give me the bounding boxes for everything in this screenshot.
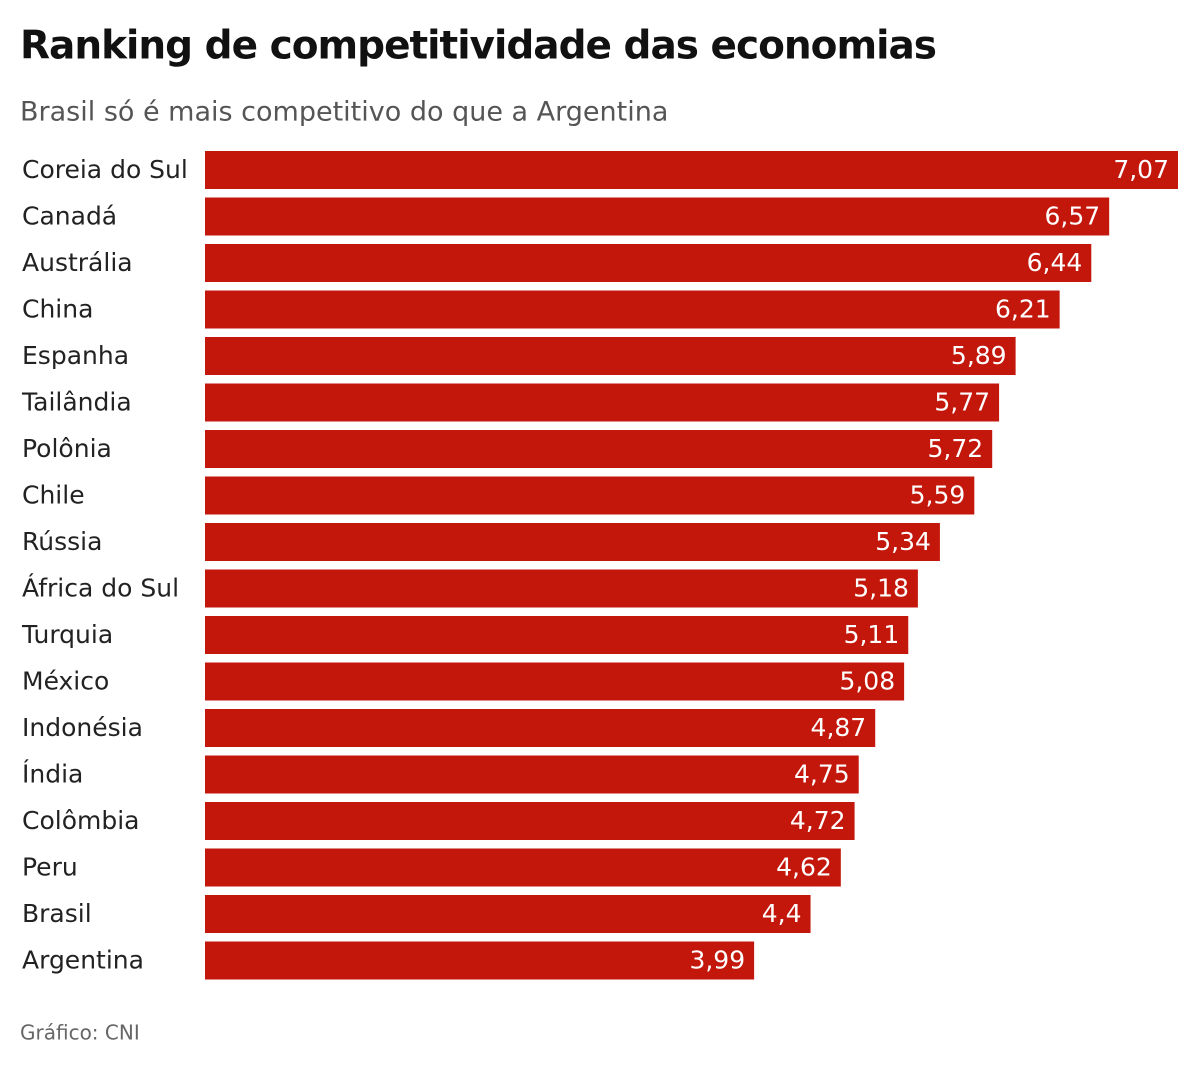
category-label: Indonésia	[22, 713, 143, 742]
bar	[205, 151, 1178, 189]
bar	[205, 430, 993, 468]
category-label: Argentina	[22, 946, 144, 975]
value-label: 6,57	[1045, 202, 1101, 231]
chart-title: Ranking de competitividade das economias	[20, 24, 936, 69]
value-label: 5,59	[910, 481, 966, 510]
category-label: Peru	[22, 853, 78, 882]
category-label: Colômbia	[22, 806, 139, 835]
value-label: 4,72	[790, 806, 846, 835]
chart-subtitle: Brasil só é mais competitivo do que a Ar…	[20, 97, 668, 128]
category-label: México	[22, 667, 109, 696]
source-note: Gráfico: CNI	[20, 1021, 140, 1045]
bar	[205, 895, 811, 933]
bar	[205, 244, 1092, 282]
category-label: Coreia do Sul	[22, 155, 188, 184]
value-label: 5,72	[928, 434, 984, 463]
value-label: 6,44	[1027, 248, 1083, 277]
bar	[205, 290, 1060, 329]
value-label: 4,62	[776, 853, 832, 882]
category-label: China	[22, 295, 93, 324]
bar	[205, 802, 855, 840]
category-label: África do Sul	[22, 574, 179, 603]
value-label: 7,07	[1113, 155, 1169, 184]
bar	[205, 755, 859, 794]
bar	[205, 662, 905, 701]
category-label: Turquia	[21, 620, 113, 649]
bar	[205, 523, 940, 561]
bar	[205, 383, 1000, 422]
value-label: 3,99	[689, 946, 745, 975]
value-label: 5,77	[934, 388, 990, 417]
category-label: Chile	[22, 481, 85, 510]
value-label: 4,4	[762, 899, 802, 928]
bar	[205, 197, 1110, 236]
bar	[205, 337, 1016, 375]
value-label: 5,11	[844, 620, 900, 649]
category-label: Polônia	[22, 434, 112, 463]
bar	[205, 709, 876, 747]
value-label: 5,08	[839, 667, 895, 696]
value-label: 5,89	[951, 341, 1007, 370]
category-label: Brasil	[22, 899, 92, 928]
bar	[205, 848, 841, 887]
value-label: 4,75	[794, 760, 850, 789]
value-label: 5,18	[853, 574, 909, 603]
value-label: 4,87	[811, 713, 867, 742]
category-label: Espanha	[22, 341, 129, 370]
value-label: 6,21	[995, 295, 1051, 324]
bar	[205, 616, 909, 654]
bar	[205, 476, 975, 515]
category-label: Índia	[22, 760, 83, 789]
category-label: Austrália	[22, 248, 133, 277]
category-label: Rússia	[22, 527, 102, 556]
value-label: 5,34	[875, 527, 931, 556]
category-label: Canadá	[22, 202, 117, 231]
bar	[205, 941, 755, 980]
category-label: Tailândia	[21, 388, 132, 417]
bar	[205, 569, 918, 608]
